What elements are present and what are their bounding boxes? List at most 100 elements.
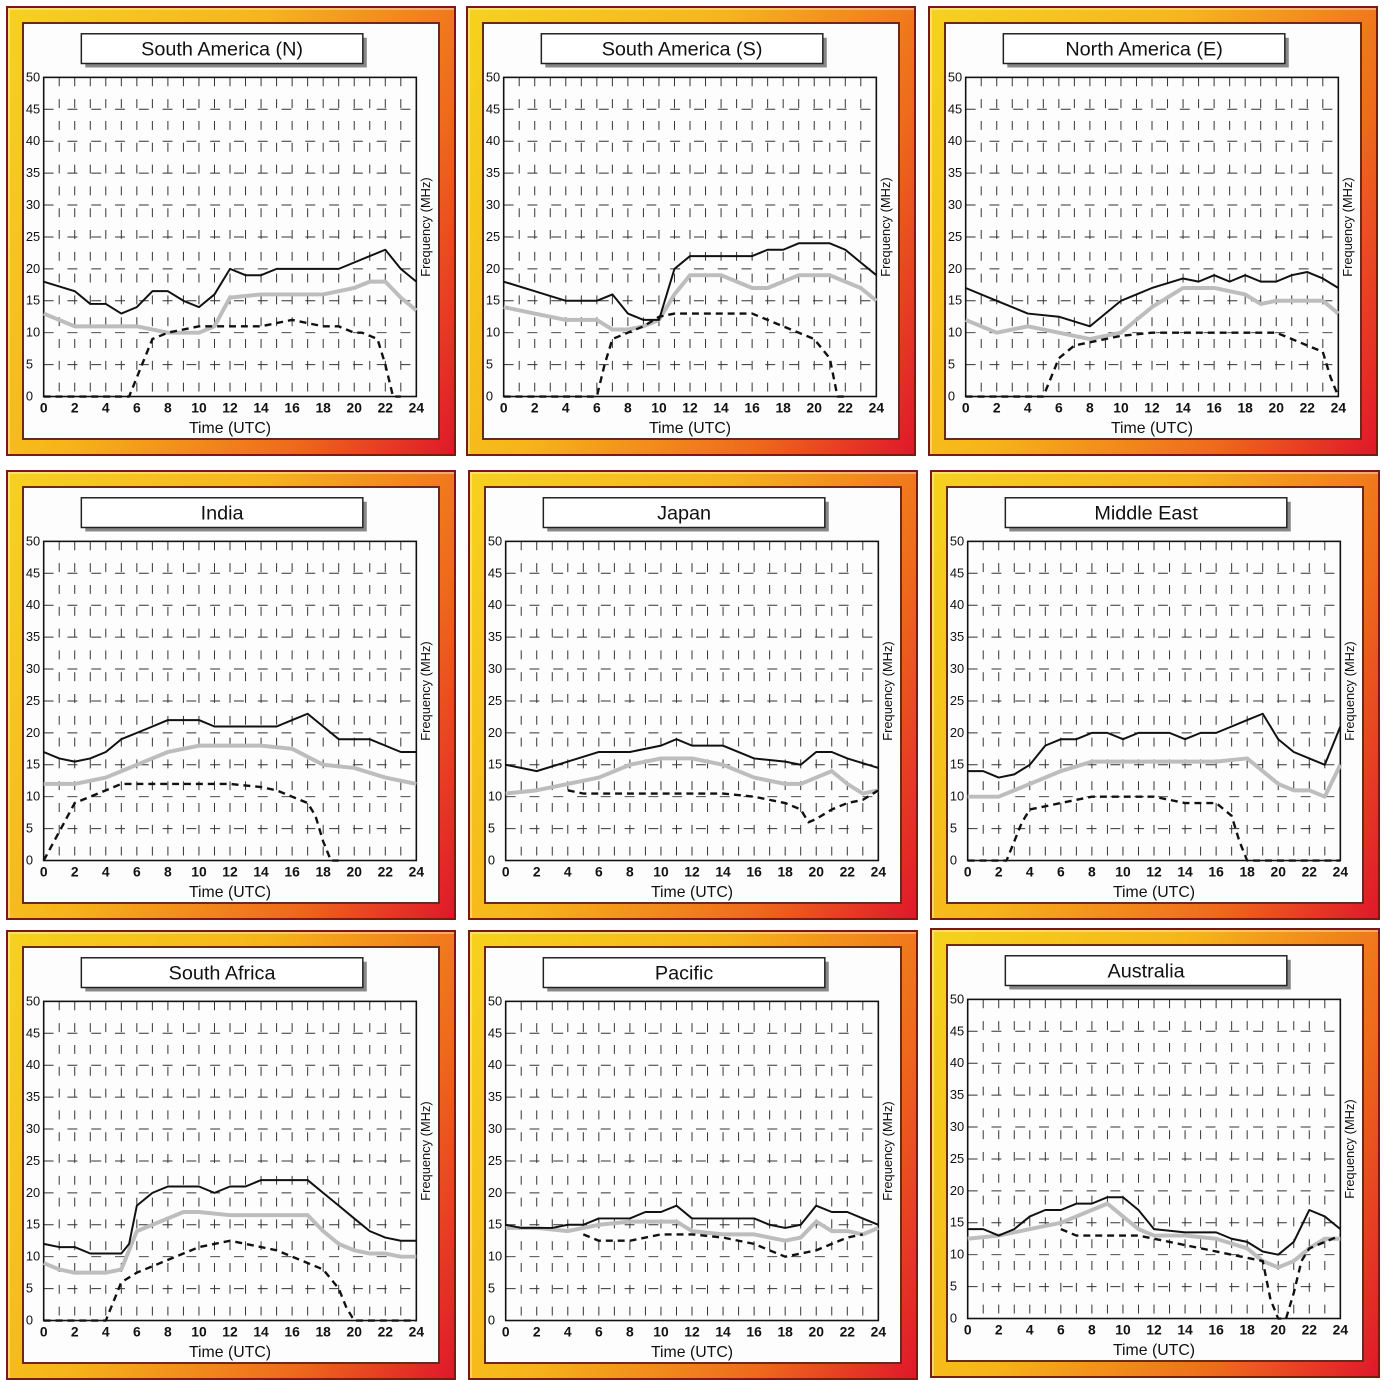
x-tick-label: 2 <box>533 863 541 879</box>
y-tick-label: 5 <box>950 821 957 836</box>
x-tick-label: 14 <box>253 1323 269 1339</box>
grid <box>505 541 879 861</box>
x-tick-label: 2 <box>995 1321 1003 1337</box>
title-box <box>542 497 826 529</box>
series-line-solid-dark <box>505 738 879 773</box>
x-tick-label: 14 <box>253 863 269 879</box>
x-tick-label: 20 <box>347 863 363 879</box>
x-tick-label: 4 <box>1026 863 1034 879</box>
y-tick-label: 35 <box>950 629 964 644</box>
x-tick-label: 14 <box>715 863 731 879</box>
x-tick-label: 12 <box>684 1323 700 1339</box>
x-tick-label: 12 <box>222 1323 238 1339</box>
plot-border <box>42 540 418 862</box>
series-line-solid-light <box>967 1201 1341 1270</box>
plot-frame <box>946 486 1364 904</box>
y-tick-label: 40 <box>950 597 964 612</box>
y-tick-label: 50 <box>26 69 40 84</box>
x-tick-label: 22 <box>1302 863 1318 879</box>
x-tick-label: 10 <box>1113 399 1129 415</box>
y-tick-label: 40 <box>26 597 40 612</box>
y-axis-label: Frequency (MHz) <box>418 641 433 740</box>
y-tick-label: 45 <box>488 1025 502 1040</box>
x-tick-label: 0 <box>964 863 972 879</box>
x-tick-label: 16 <box>1206 399 1222 415</box>
y-tick-label: 20 <box>26 725 40 740</box>
y-axis-label: Frequency (MHz) <box>880 641 895 740</box>
y-tick-label: 30 <box>950 1119 964 1134</box>
title-box <box>80 957 364 989</box>
y-tick-label: 40 <box>950 1055 964 1070</box>
y-tick-label: 15 <box>488 1217 502 1232</box>
x-tick-label: 12 <box>1144 399 1160 415</box>
x-axis-label: Time (UTC) <box>649 420 731 437</box>
y-tick-label: 15 <box>26 293 40 308</box>
y-tick-label: 20 <box>488 1185 502 1200</box>
series-line-solid-light <box>42 279 418 335</box>
series-line-solid-dark <box>967 1196 1341 1256</box>
x-tick-label: 18 <box>315 399 331 415</box>
y-tick-label: 5 <box>26 357 33 372</box>
x-tick-label: 24 <box>871 863 887 879</box>
x-axis-label: Time (UTC) <box>651 884 733 901</box>
y-axis-label: Frequency (MHz) <box>880 1101 895 1200</box>
series-line-dashed <box>42 782 339 862</box>
x-tick-label: 0 <box>502 1323 510 1339</box>
y-tick-label: 35 <box>488 1089 502 1104</box>
x-axis-label: Time (UTC) <box>1113 1342 1195 1359</box>
y-tick-label: 30 <box>488 1121 502 1136</box>
grid <box>43 541 417 861</box>
x-tick-label: 18 <box>315 863 331 879</box>
title-box <box>542 957 826 989</box>
x-tick-label: 18 <box>315 1323 331 1339</box>
y-tick-label: 30 <box>26 197 40 212</box>
chart-title: Australia <box>1108 961 1186 983</box>
y-tick-label: 50 <box>26 533 40 548</box>
x-tick-label: 6 <box>595 863 603 879</box>
x-tick-label: 24 <box>869 399 885 415</box>
x-tick-label: 20 <box>347 399 363 415</box>
y-axis-label: Frequency (MHz) <box>418 1101 433 1200</box>
x-tick-label: 6 <box>1055 399 1063 415</box>
x-tick-label: 10 <box>653 863 669 879</box>
y-tick-label: 30 <box>26 661 40 676</box>
y-tick-label: 15 <box>486 293 500 308</box>
y-tick-label: 40 <box>26 133 40 148</box>
x-tick-label: 14 <box>1177 1321 1193 1337</box>
x-tick-label: 2 <box>533 1323 541 1339</box>
y-tick-label: 20 <box>486 261 500 276</box>
series-line-dashed <box>503 312 846 398</box>
y-tick-label: 25 <box>948 229 962 244</box>
x-tick-label: 22 <box>378 1323 394 1339</box>
y-tick-label: 50 <box>488 993 502 1008</box>
y-tick-label: 15 <box>950 1215 964 1230</box>
x-tick-label: 18 <box>777 1323 793 1339</box>
series-line-dashed <box>43 318 401 398</box>
panel-north-america-e: North America (E) 0 5 10 15 20 25 30 35 40 45 50 0 2 4… <box>928 6 1378 456</box>
panel-japan: Japan 0 5 10 15 20 25 30 35 40 45 50 0 2 4 6 8 10 12 14 16 18… <box>468 470 918 920</box>
plot-frame <box>484 486 902 904</box>
x-tick-label: 12 <box>1146 863 1162 879</box>
title-box <box>1002 33 1286 65</box>
y-tick-label: 20 <box>950 1183 964 1198</box>
y-tick-label: 5 <box>488 1281 495 1296</box>
y-tick-label: 20 <box>26 261 40 276</box>
series-line-solid-dark <box>43 248 417 315</box>
y-tick-label: 40 <box>488 1057 502 1072</box>
y-tick-label: 10 <box>488 1249 502 1264</box>
x-tick-label: 24 <box>1333 1321 1349 1337</box>
y-axis-label: Frequency (MHz) <box>1342 1099 1357 1198</box>
series-line-dashed <box>43 1239 417 1322</box>
title-box <box>80 497 364 529</box>
series-line-solid-dark <box>967 712 1342 779</box>
y-tick-label: 5 <box>950 1279 957 1294</box>
x-tick-label: 20 <box>809 863 825 879</box>
x-tick-label: 4 <box>102 863 110 879</box>
x-tick-label: 16 <box>746 863 762 879</box>
x-tick-label: 14 <box>1175 399 1191 415</box>
series-line-solid-dark <box>503 242 877 321</box>
y-tick-label: 10 <box>488 789 502 804</box>
